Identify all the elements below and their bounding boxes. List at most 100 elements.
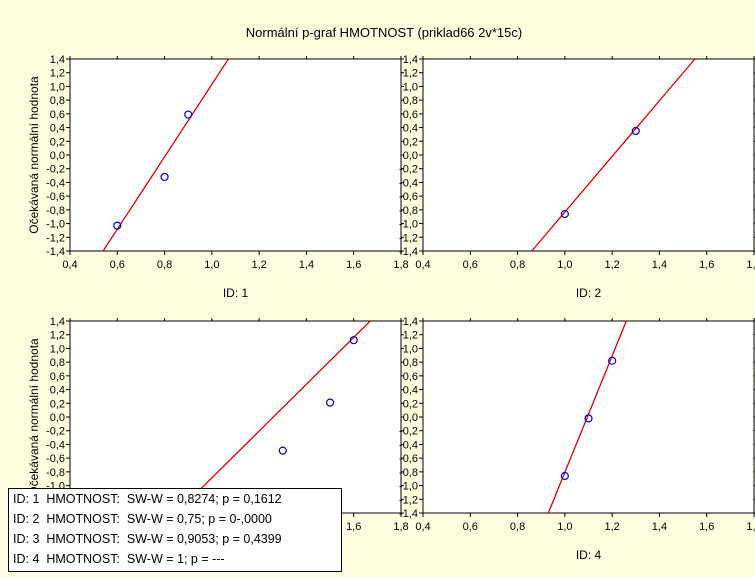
data-point [631,126,640,136]
y-tick-label: 0,2 [403,136,418,148]
x-tick-label: 0,4 [415,259,430,271]
x-tick-label: 0,8 [510,259,525,271]
plot-area [422,320,755,514]
panel-1: -1,4-1,2-1,0-0,8-0,6-0,4-0,20,00,20,40,6… [46,54,409,300]
panel-2: -1,4-1,2-1,0-0,8-0,6-0,4-0,20,00,20,40,6… [399,54,755,300]
data-point [608,356,617,365]
y-tick-label: 1,4 [50,316,65,328]
data-point [160,172,169,182]
plot-area [69,320,402,514]
y-tick-label: 1,4 [403,54,418,66]
y-tick-label: -1,4 [399,246,418,258]
x-tick-label: 0,8 [510,521,525,533]
y-tick-label: 1,0 [403,81,418,93]
x-tick-label: 1,4 [652,521,667,533]
x-tick-label: 1,6 [346,521,361,533]
y-tick-label: -1,2 [399,232,418,244]
x-tick-label: 0,4 [415,521,430,533]
y-tick-label: 1,2 [50,330,65,342]
y-tick-label: 0,6 [403,371,418,383]
y-axis-title: Očekávaná normální hodnota [27,338,41,496]
legend-box: ID: 1 HMOTNOST: SW-W = 0,8274; p = 0,161… [8,488,342,572]
data-point [278,446,287,455]
x-tick-label: 0,4 [62,259,77,271]
x-tick-label: 1,4 [652,259,667,271]
fit-line [531,59,696,251]
y-tick-label: 0,4 [403,123,418,135]
fit-line [102,59,229,251]
x-tick-label: 1,6 [699,259,714,271]
y-tick-label: 0,6 [50,109,65,121]
x-tick-label: 0,6 [110,259,125,271]
y-tick-label: 0,8 [403,95,418,107]
y-tick-label: -0,8 [46,205,65,217]
y-tick-label: 1,2 [50,68,65,80]
x-tick-label: 1,2 [604,521,619,533]
x-tick-label: 1,8 [746,259,755,271]
y-axis-title: Očekávaná normální hodnota [27,76,41,234]
x-tick-label: 1,8 [746,521,755,533]
legend-item-id-3: ID: 3 HMOTNOST: SW-W = 0,9053; p = 0,439… [13,532,282,546]
panel-label: ID: 2 [576,286,602,300]
y-tick-label: 0,2 [50,136,65,148]
x-tick-label: 0,6 [463,259,478,271]
x-tick-label: 1,6 [346,259,361,271]
y-tick-label: -0,4 [399,439,418,451]
fit-line [175,321,371,513]
y-tick-label: 0,6 [50,371,65,383]
y-tick-label: 0,0 [50,150,65,162]
legend-item-id-2: ID: 2 HMOTNOST: SW-W = 0,75; p = 0-,0000 [13,512,272,526]
y-tick-label: 1,0 [50,81,65,93]
y-tick-label: 0,4 [50,123,65,135]
y-tick-label: 0,8 [50,95,65,107]
x-tick-label: 1,6 [699,521,714,533]
y-tick-label: -0,6 [46,191,65,203]
y-tick-label: 0,0 [50,412,65,424]
y-tick-label: 1,4 [403,316,418,328]
y-tick-label: 0,6 [403,109,418,121]
y-tick-label: -0,4 [399,177,418,189]
y-tick-label: -0,2 [46,426,65,438]
fit-line [547,321,627,513]
plot-area [69,58,402,252]
data-point [184,110,193,119]
y-tick-label: -0,6 [399,191,418,203]
y-tick-label: -1,4 [46,246,65,258]
x-tick-label: 1,0 [204,259,219,271]
y-tick-label: -0,8 [399,467,418,479]
y-tick-label: -0,4 [46,177,65,189]
y-tick-label: -0,6 [399,453,418,465]
y-tick-label: 1,2 [403,68,418,80]
panel-label: ID: 1 [223,286,249,300]
y-tick-label: -0,2 [399,164,418,176]
chart-title: Normální p-graf HMOTNOST (priklad66 2v*1… [246,25,522,40]
x-tick-label: 1,8 [393,521,408,533]
y-tick-label: 0,8 [50,357,65,369]
y-tick-label: 0,2 [50,398,65,410]
y-tick-label: 1,0 [403,343,418,355]
y-tick-label: -0,2 [46,164,65,176]
y-tick-label: -0,4 [46,439,65,451]
x-tick-label: 1,4 [299,259,314,271]
x-tick-label: 0,6 [463,521,478,533]
x-tick-label: 1,0 [557,259,572,271]
y-tick-label: 0,8 [403,357,418,369]
y-tick-label: -0,2 [399,426,418,438]
y-tick-label: 0,4 [403,385,418,397]
y-tick-label: -0,8 [399,205,418,217]
y-tick-label: 1,0 [50,343,65,355]
y-tick-label: 0,2 [403,398,418,410]
y-tick-label: -1,0 [46,219,65,231]
y-tick-label: -1,0 [399,481,418,493]
panel-4: -1,4-1,2-1,0-0,8-0,6-0,4-0,20,00,20,40,6… [399,316,755,562]
data-point [349,336,358,345]
plot-area [422,58,755,252]
panel-label: ID: 4 [576,548,602,562]
panel-3: -1,4-1,2-1,0-0,8-0,6-0,4-0,20,00,20,40,6… [46,316,409,562]
y-tick-label: 0,0 [403,150,418,162]
data-point [113,221,122,230]
y-tick-label: -0,8 [46,467,65,479]
x-tick-label: 1,0 [557,521,572,533]
